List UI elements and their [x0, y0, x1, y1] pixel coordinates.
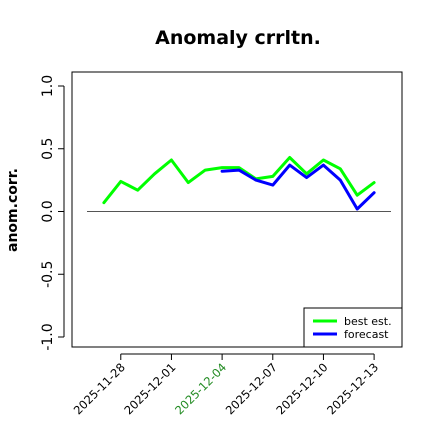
x-tick-label: 2025-12-10 — [273, 360, 330, 417]
plot-frame — [71, 71, 403, 348]
series-layer — [102, 156, 376, 211]
legend-box — [303, 307, 403, 348]
y-tick-label: 1.0 — [40, 75, 56, 97]
y-tick-label: 0.0 — [40, 200, 56, 222]
y-axis: -1.0 -0.5 0.0 0.5 1.0 — [40, 75, 65, 351]
x-tick-label: 2025-12-13 — [324, 360, 381, 417]
chart-title: Anomaly crrltn. — [155, 27, 321, 49]
x-tick-label: 2025-12-01 — [121, 360, 178, 417]
series-line-best-est- — [102, 156, 376, 205]
y-tick-label: -1.0 — [40, 323, 56, 350]
y-tick-label: 0.5 — [40, 138, 56, 160]
legend-label: forecast — [344, 328, 389, 341]
x-tick-label: 2025-12-04 — [172, 360, 229, 417]
y-axis-label: anom.corr. — [5, 168, 21, 252]
x-axis: 2025-11-282025-12-012025-12-042025-12-07… — [71, 353, 381, 417]
y-tick-label: -0.5 — [40, 261, 56, 288]
legend: best est.forecast — [303, 307, 403, 348]
legend-label: best est. — [344, 315, 392, 328]
series-line-forecast — [220, 163, 376, 211]
x-tick-label: 2025-12-07 — [223, 360, 280, 417]
x-tick-label: 2025-11-28 — [71, 360, 128, 417]
